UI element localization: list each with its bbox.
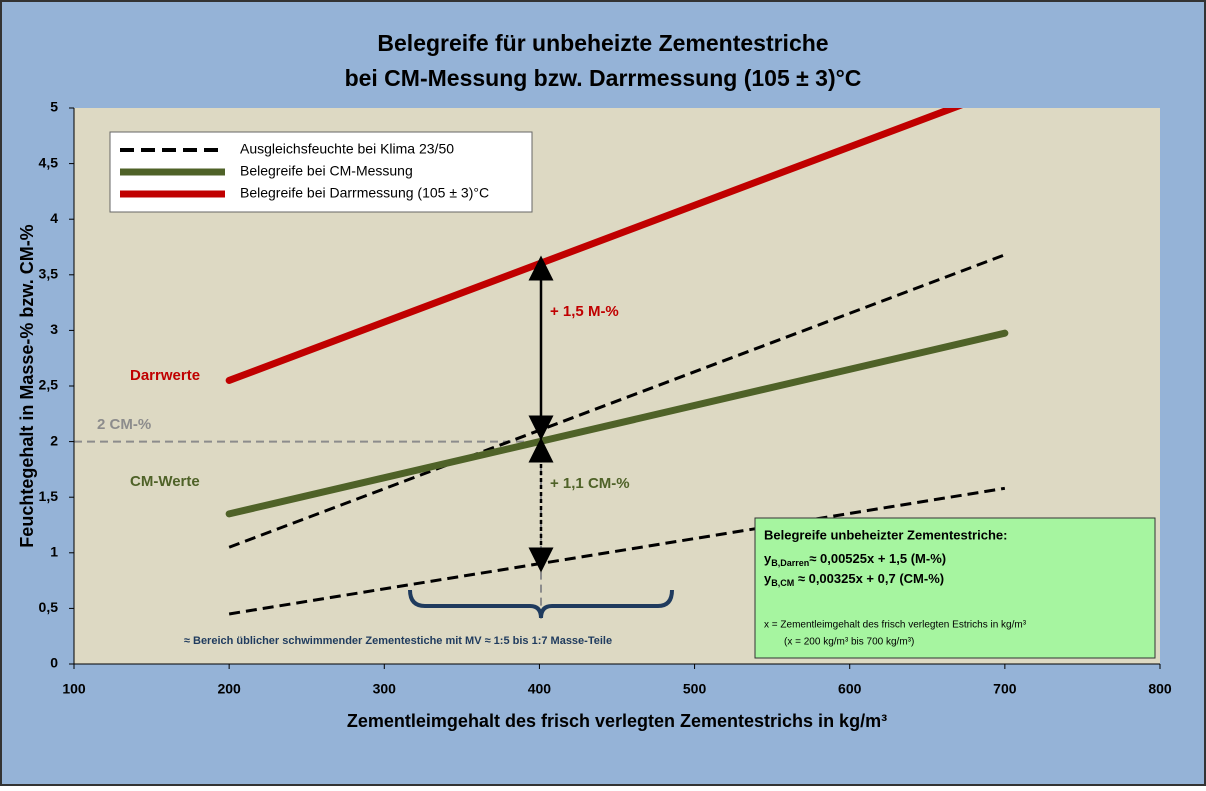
x-tick-label: 700 bbox=[993, 681, 1017, 697]
x-tick-label: 500 bbox=[683, 681, 707, 697]
x-tick-label: 800 bbox=[1148, 681, 1172, 697]
legend-label: Belegreife bei Darrmessung (105 ± 3)°C bbox=[240, 185, 489, 201]
legend-label: Ausgleichsfeuchte bei Klima 23/50 bbox=[240, 141, 454, 157]
chart-title: Belegreife für unbeheizte Zementestriche bbox=[377, 30, 828, 56]
y-tick-label: 3 bbox=[50, 321, 58, 337]
note: (x = 200 kg/m³ bis 700 kg/m³) bbox=[784, 637, 914, 648]
chart-title: bei CM-Messung bzw. Darrmessung (105 ± 3… bbox=[345, 65, 862, 91]
series-line bbox=[228, 253, 1006, 549]
y-tick-label: 1 bbox=[50, 544, 58, 560]
formula-part: y bbox=[764, 551, 772, 566]
y-tick-label: 4 bbox=[50, 210, 58, 226]
y-tick-label: 2,5 bbox=[39, 377, 59, 393]
formula-part: ≈ 0,00525x + 1,5 (M-%) bbox=[809, 551, 946, 566]
formula: yB,Darren≈ 0,00525x + 1,5 (M-%) bbox=[764, 551, 946, 568]
x-tick-label: 100 bbox=[62, 681, 86, 697]
y-tick-label: 1,5 bbox=[39, 488, 59, 504]
annotation: ≈ Bereich üblicher schwimmender Zementes… bbox=[184, 635, 612, 647]
y-axis-label: Feuchtegehalt in Masse-% bzw. CM-% bbox=[17, 224, 37, 547]
annotation: 2 CM-% bbox=[97, 416, 151, 433]
x-axis-label: Zementleimgehalt des frisch verlegten Ze… bbox=[347, 711, 887, 731]
x-tick-label: 600 bbox=[838, 681, 862, 697]
bracket bbox=[408, 589, 674, 619]
formula-part: B,CM bbox=[771, 578, 794, 588]
x-tick-label: 400 bbox=[528, 681, 552, 697]
formula-part: ≈ 0,00325x + 0,7 (CM-%) bbox=[794, 571, 944, 586]
formula-box bbox=[754, 517, 1156, 659]
formula-part: B,Darren bbox=[771, 558, 809, 568]
formula: yB,CM ≈ 0,00325x + 0,7 (CM-%) bbox=[764, 571, 944, 588]
x-tick-label: 200 bbox=[217, 681, 241, 697]
note: x = Zementleimgehalt des frisch verlegte… bbox=[764, 620, 1027, 631]
annotation: CM-Werte bbox=[130, 473, 200, 490]
annotation: + 1,5 M-% bbox=[550, 303, 619, 320]
legend-label: Belegreife bei CM-Messung bbox=[240, 163, 413, 179]
y-tick-label: 5 bbox=[50, 99, 58, 115]
formula-part: y bbox=[764, 571, 772, 586]
series-line bbox=[225, 329, 1009, 518]
y-tick-label: 4,5 bbox=[39, 154, 59, 170]
series-line bbox=[225, 108, 964, 384]
y-tick-label: 3,5 bbox=[39, 266, 59, 282]
series-line bbox=[228, 486, 1006, 616]
annotation: Darrwerte bbox=[130, 367, 200, 384]
annotation: + 1,1 CM-% bbox=[550, 475, 630, 492]
y-tick-label: 2 bbox=[50, 432, 58, 448]
y-tick-label: 0 bbox=[50, 655, 58, 671]
y-tick-label: 0,5 bbox=[39, 599, 59, 615]
x-tick-label: 300 bbox=[373, 681, 397, 697]
box-title: Belegreife unbeheizter Zementestriche: bbox=[764, 527, 1007, 542]
